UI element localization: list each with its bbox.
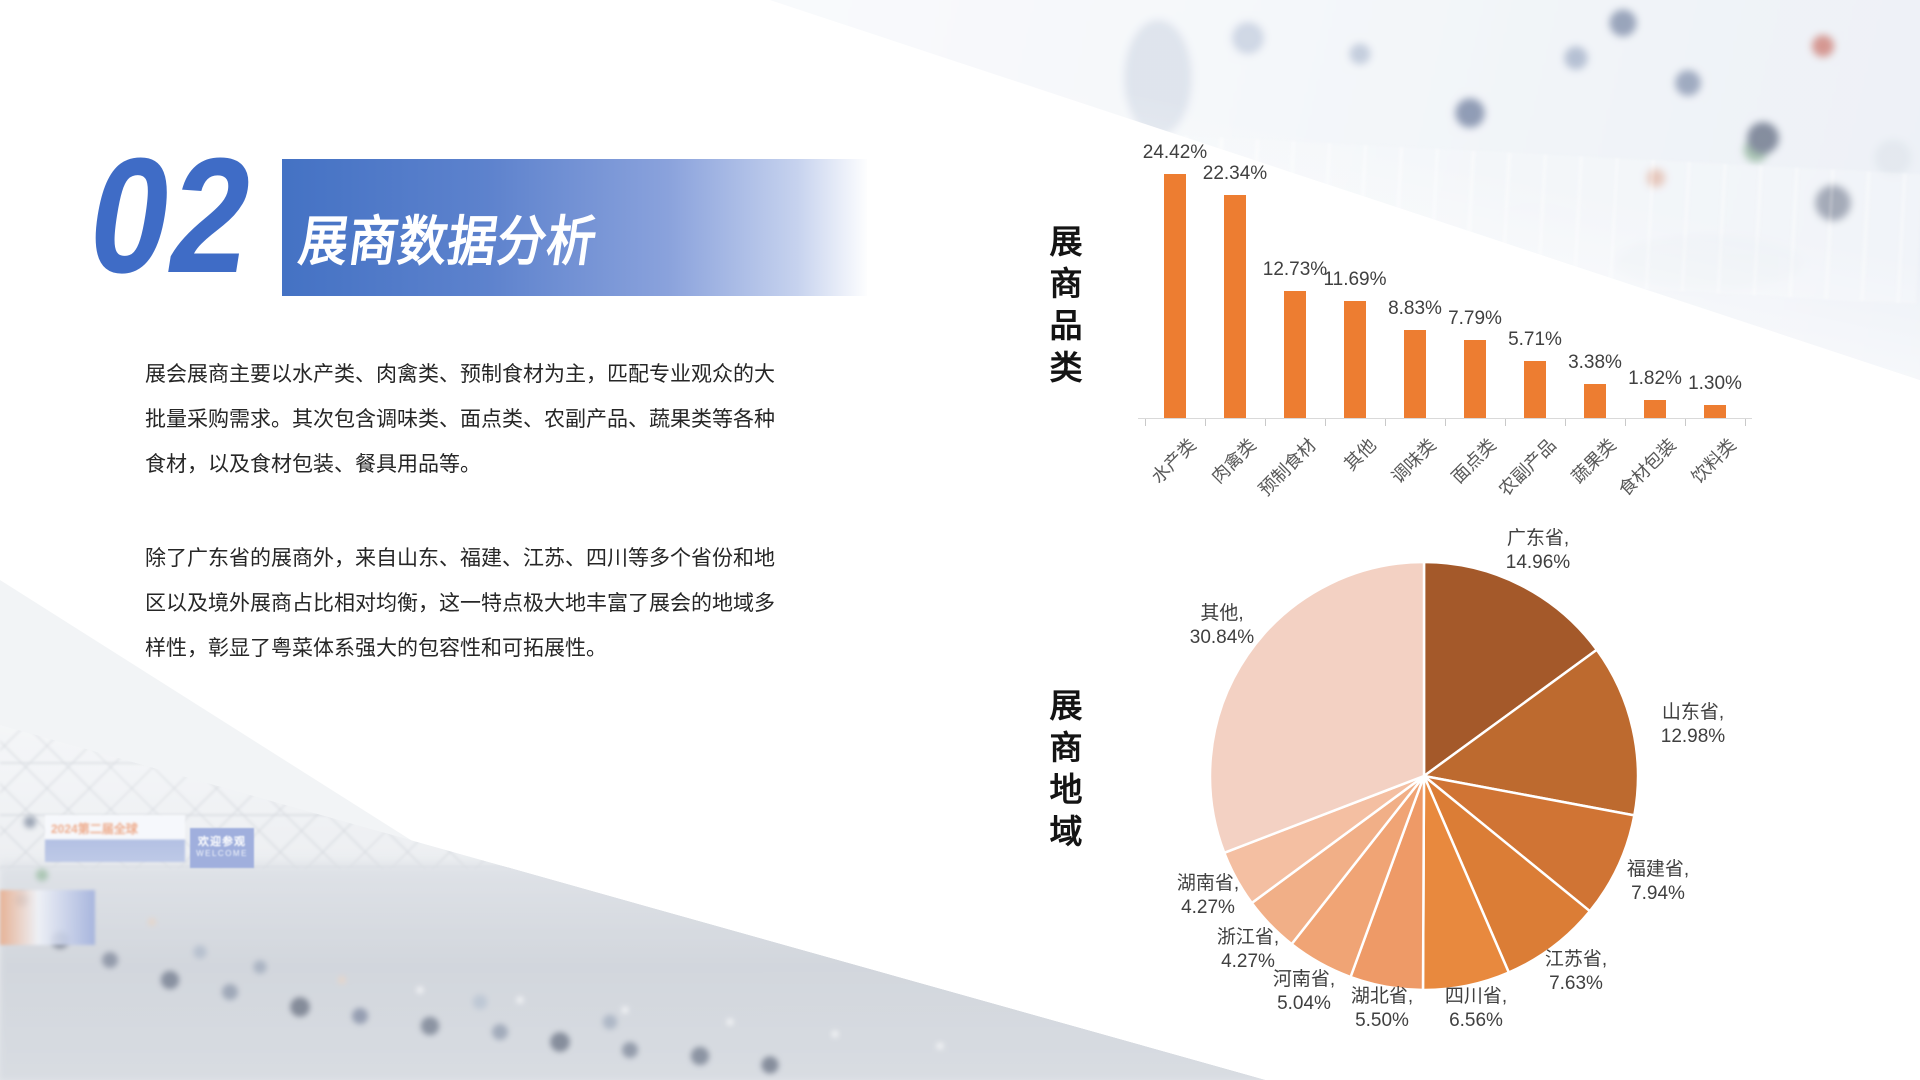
section-number: 02 <box>77 124 267 307</box>
x-axis-tick <box>1565 419 1566 426</box>
bar-category-label: 其他 <box>1340 434 1380 475</box>
x-axis-tick <box>1445 419 1446 426</box>
bar <box>1584 384 1606 418</box>
exhibitor-region-pie-chart <box>1208 560 1640 992</box>
paragraph-line: 样性，彰显了粤菜体系强大的包容性和可拓展性。 <box>145 637 607 660</box>
bar <box>1164 174 1186 418</box>
pie-slice-3 <box>1422 774 1636 913</box>
bar-value-label: 8.83% <box>1388 298 1442 319</box>
paragraph-exhibitor-categories: 展会展商主要以水产类、肉禽类、预制食材为主，匹配专业观众的大 批量采购需求。其次包… <box>145 352 775 487</box>
paragraph-line: 区以及境外展商占比相对均衡，这一特点极大地丰富了展会的地域多 <box>145 592 775 615</box>
x-axis-tick <box>1145 419 1146 426</box>
bar-value-label: 1.82% <box>1628 368 1682 389</box>
bar-value-label: 7.79% <box>1448 308 1502 329</box>
bar-category-label: 食材包装 <box>1614 434 1680 500</box>
bar-category-label: 面点类 <box>1447 434 1500 488</box>
bar-category-label: 肉禽类 <box>1207 434 1260 488</box>
bar <box>1284 291 1306 418</box>
paragraph-line: 批量采购需求。其次包含调味类、面点类、农副产品、蔬果类等各种 <box>145 408 775 431</box>
bar <box>1704 405 1726 418</box>
bar <box>1404 330 1426 418</box>
section-title: 展商数据分析 <box>295 212 601 272</box>
x-axis-tick <box>1505 419 1506 426</box>
paragraph-exhibitor-regions: 除了广东省的展商外，来自山东、福建、江苏、四川等多个省份和地 区以及境外展商占比相… <box>145 536 775 671</box>
exhibitor-category-bar-chart: 24.42% 水产类 22.34% 肉禽类 12.73% 预制食材 11.69% 其他 8.83… <box>1130 140 1830 530</box>
x-axis-tick <box>1745 419 1746 426</box>
x-axis-tick <box>1265 419 1266 426</box>
x-axis-tick <box>1385 419 1386 426</box>
pie-slice-10 <box>1208 560 1426 855</box>
bar-category-label: 蔬果类 <box>1567 434 1620 488</box>
bar <box>1644 400 1666 418</box>
pie-slice-label-line: 6.56% <box>1449 1010 1503 1031</box>
bar <box>1464 340 1486 418</box>
bar-chart-title: 展商品类 <box>1045 224 1082 392</box>
bar-value-label: 1.30% <box>1688 373 1742 394</box>
bar-value-label: 24.42% <box>1142 142 1208 163</box>
bar-category-label: 水产类 <box>1147 434 1200 488</box>
bar-value-label: 5.71% <box>1508 329 1562 350</box>
x-axis-tick <box>1685 419 1686 426</box>
bar-category-label: 农副产品 <box>1494 434 1560 500</box>
paragraph-line: 展会展商主要以水产类、肉禽类、预制食材为主，匹配专业观众的大 <box>145 363 775 386</box>
x-axis-tick <box>1625 419 1626 426</box>
pie-slice-label-line: 广东省, <box>1506 528 1570 549</box>
bar <box>1524 361 1546 418</box>
pie-slice-2 <box>1422 648 1640 817</box>
x-axis-line <box>1138 418 1752 419</box>
section-title-banner: 展商数据分析 <box>282 159 867 296</box>
bar-value-label: 11.69% <box>1323 269 1387 290</box>
pie-slice-label-line: 5.50% <box>1355 1010 1409 1031</box>
bar <box>1224 195 1246 418</box>
bar <box>1344 301 1366 418</box>
bar-category-label: 预制食材 <box>1254 434 1320 500</box>
pie-slice-4 <box>1422 774 1592 974</box>
bar-category-label: 饮料类 <box>1687 434 1740 488</box>
bar-value-label: 12.73% <box>1262 259 1328 280</box>
bar-value-label: 22.34% <box>1202 163 1268 184</box>
paragraph-line: 食材，以及食材包装、餐具用品等。 <box>145 453 481 476</box>
pie-chart-title: 展商地域 <box>1045 688 1082 856</box>
paragraph-line: 除了广东省的展商外，来自山东、福建、江苏、四川等多个省份和地 <box>145 547 775 570</box>
bar-category-label: 调味类 <box>1387 434 1440 488</box>
bar-value-label: 3.38% <box>1568 352 1622 373</box>
x-axis-tick <box>1205 419 1206 426</box>
pie-slice-1 <box>1422 560 1599 778</box>
x-axis-tick <box>1325 419 1326 426</box>
